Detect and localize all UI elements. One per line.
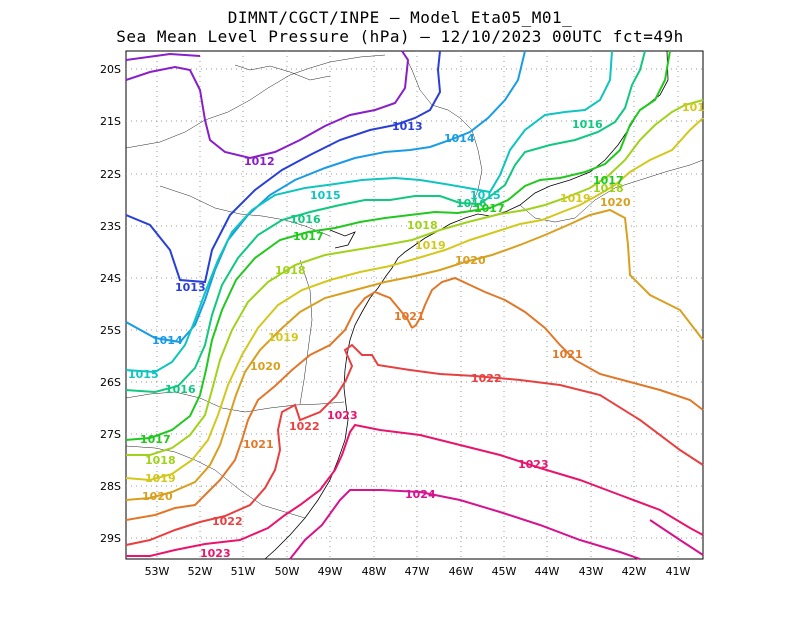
contour-labels: 1012 1013 1013 1014 1014 1015 1015 1015 … (128, 101, 705, 560)
lon-tick-label: 41W (666, 565, 691, 578)
contour-label: 1016 (572, 118, 603, 131)
contour-label: 1017 (140, 433, 171, 446)
contour-label: 1015 (128, 368, 159, 381)
lon-tick-label: 43W (579, 565, 604, 578)
contour-label: 101 (682, 101, 705, 114)
lon-tick-label: 50W (275, 565, 300, 578)
contour-label: 1016 (456, 197, 487, 210)
contour-label: 1014 (444, 132, 475, 145)
contour-label: 1017 (593, 174, 624, 187)
lon-tick-label: 52W (188, 565, 213, 578)
lat-tick-label: 27S (100, 428, 121, 441)
contour-label: 1013 (175, 281, 206, 294)
isobars (125, 50, 704, 560)
contour-label: 1020 (455, 254, 486, 267)
lon-tick-label: 51W (231, 565, 256, 578)
lat-tick-label: 20S (100, 63, 121, 76)
lat-axis: 20S 21S 22S 23S 24S 25S 26S 27S 28S 29S (100, 63, 121, 545)
contour-label: 1019 (415, 239, 446, 252)
map-frame (125, 50, 704, 560)
contour-label: 1022 (471, 372, 502, 385)
contour-label: 1020 (600, 196, 631, 209)
lon-tick-label: 42W (622, 565, 647, 578)
lon-tick-label: 53W (145, 565, 170, 578)
state-borders (125, 50, 704, 519)
lon-tick-label: 48W (362, 565, 387, 578)
lon-tick-label: 47W (405, 565, 430, 578)
contour-label: 1018 (593, 182, 624, 195)
contour-label: 1022 (289, 420, 320, 433)
lon-tick-label: 44W (535, 565, 560, 578)
lat-tick-label: 29S (100, 532, 121, 545)
contour-label: 1021 (243, 438, 274, 451)
contour-label: 1018 (275, 264, 306, 277)
contour-label: 1016 (165, 383, 196, 396)
lat-tick-label: 26S (100, 376, 121, 389)
contour-label: 1017 (293, 230, 324, 243)
contour-label: 1015 (310, 189, 341, 202)
lat-tick-label: 25S (100, 324, 121, 337)
contour-label: 1021 (394, 310, 425, 323)
contour-label: 1018 (407, 219, 438, 232)
contour-label: 1016 (290, 213, 321, 226)
lon-tick-label: 45W (492, 565, 517, 578)
contour-label: 1013 (392, 120, 423, 133)
contour-label: 1023 (200, 547, 231, 560)
contour-label: 1018 (145, 454, 176, 467)
lat-tick-label: 23S (100, 220, 121, 233)
lat-tick-label: 24S (100, 272, 121, 285)
contour-label: 1020 (142, 490, 173, 503)
chart-title-line2: Sea Mean Level Pressure (hPa) – 12/10/20… (116, 27, 684, 46)
lat-tick-label: 22S (100, 168, 121, 181)
contour-label: 1017 (474, 202, 505, 215)
lat-tick-label: 28S (100, 480, 121, 493)
lat-tick-label: 21S (100, 115, 121, 128)
lon-axis: 53W 52W 51W 50W 49W 48W 47W 46W 45W 44W … (145, 565, 691, 578)
lon-tick-label: 46W (449, 565, 474, 578)
contour-label: 1019 (145, 472, 176, 485)
contour-label: 1024 (405, 488, 436, 501)
grid-lines (126, 51, 703, 559)
contour-label: 1015 (470, 189, 501, 202)
contour-label: 1019 (560, 192, 591, 205)
contour-label: 1023 (518, 458, 549, 471)
contour-label: 1021 (552, 348, 583, 361)
contour-label: 1020 (250, 360, 281, 373)
lon-tick-label: 49W (318, 565, 343, 578)
chart-title-line1: DIMNT/CGCT/INPE – Model Eta05_M01_ (227, 8, 573, 27)
contour-label: 1019 (268, 331, 299, 344)
contour-label: 1014 (152, 334, 183, 347)
contour-label: 1023 (327, 409, 358, 422)
contour-label: 1022 (212, 515, 243, 528)
contour-label: 1012 (244, 155, 275, 168)
